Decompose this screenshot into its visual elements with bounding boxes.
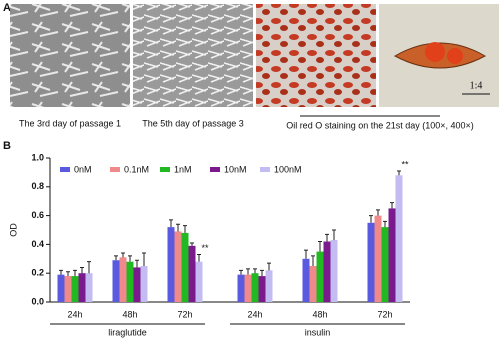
legend-swatch bbox=[210, 167, 220, 172]
legend-label: 1nM bbox=[174, 164, 192, 174]
error-bar bbox=[369, 215, 373, 223]
caption: The 5th day of passage 3 bbox=[142, 118, 244, 128]
error-bar bbox=[311, 255, 315, 266]
panel-label: B bbox=[3, 140, 11, 152]
error-bar bbox=[304, 249, 308, 259]
error-bar bbox=[121, 252, 125, 258]
y-axis-label: OD bbox=[8, 223, 18, 237]
legend-swatch bbox=[260, 167, 270, 172]
bar bbox=[367, 222, 375, 302]
bar bbox=[133, 267, 141, 302]
bar bbox=[395, 175, 403, 302]
bar bbox=[309, 266, 317, 302]
error-bar bbox=[267, 262, 271, 271]
bar bbox=[316, 251, 324, 302]
error-bar bbox=[183, 225, 187, 233]
error-bar bbox=[246, 268, 250, 275]
x-tick-label: 48h bbox=[312, 309, 327, 319]
x-tick-label: 24h bbox=[247, 309, 262, 319]
error-bar bbox=[59, 269, 63, 275]
bar bbox=[237, 274, 245, 302]
bar bbox=[381, 227, 389, 302]
error-bar bbox=[169, 219, 173, 228]
legend-swatch bbox=[160, 167, 170, 172]
error-bar bbox=[383, 220, 387, 228]
error-bar bbox=[128, 255, 132, 262]
error-bar bbox=[239, 269, 243, 275]
lipid-droplet bbox=[447, 48, 463, 64]
y-tick-label: 0.2 bbox=[31, 268, 44, 278]
bar bbox=[64, 276, 72, 302]
bar bbox=[78, 273, 86, 302]
lipid-droplet bbox=[425, 42, 445, 62]
group-label: liraglutide bbox=[108, 327, 147, 337]
error-bar bbox=[332, 229, 336, 241]
bar bbox=[258, 276, 266, 302]
bar bbox=[119, 257, 127, 302]
bar bbox=[323, 241, 331, 302]
y-tick-label: 0.6 bbox=[31, 210, 44, 220]
x-tick-label: 72h bbox=[377, 309, 392, 319]
error-bar bbox=[80, 266, 84, 274]
bar bbox=[174, 231, 182, 302]
error-bar bbox=[87, 261, 91, 274]
y-tick-label: 1.0 bbox=[31, 152, 44, 162]
x-tick-label: 24h bbox=[67, 309, 82, 319]
x-tick-label: 48h bbox=[122, 309, 137, 319]
bar bbox=[188, 245, 196, 302]
bar bbox=[265, 270, 273, 302]
bar bbox=[85, 273, 93, 302]
y-tick-label: 0.8 bbox=[31, 181, 44, 191]
error-bar bbox=[73, 269, 77, 277]
error-bar bbox=[260, 269, 264, 277]
bar bbox=[330, 240, 338, 302]
micrograph bbox=[256, 4, 376, 107]
legend-label: 10nM bbox=[224, 164, 247, 174]
bar bbox=[251, 273, 259, 302]
x-tick-label: 72h bbox=[177, 309, 192, 319]
bar bbox=[112, 260, 120, 302]
bar bbox=[195, 261, 203, 302]
bar bbox=[71, 276, 79, 302]
bar bbox=[167, 227, 175, 302]
y-tick-label: 0.4 bbox=[31, 239, 44, 249]
scale-text: 1:4 bbox=[470, 80, 483, 91]
legend-label: 0nM bbox=[74, 164, 92, 174]
error-bar bbox=[176, 223, 180, 232]
error-bar bbox=[142, 252, 146, 266]
caption: Oil red O staining on the 21st day (100×… bbox=[286, 120, 474, 130]
error-bar bbox=[190, 242, 194, 246]
bar bbox=[302, 258, 310, 302]
bar bbox=[126, 261, 134, 302]
bar bbox=[244, 274, 252, 302]
legend-label: 0.1nM bbox=[124, 164, 149, 174]
caption: The 3rd day of passage 1 bbox=[19, 118, 121, 128]
micrograph bbox=[133, 4, 253, 107]
y-tick-label: 0.0 bbox=[31, 296, 44, 306]
error-bar bbox=[325, 233, 329, 242]
legend-swatch bbox=[110, 167, 120, 172]
error-bar bbox=[253, 268, 257, 274]
error-bar bbox=[376, 209, 380, 216]
bar bbox=[374, 215, 382, 302]
bar bbox=[140, 266, 148, 302]
error-bar bbox=[135, 259, 139, 268]
micrograph bbox=[10, 4, 130, 107]
error-bar bbox=[197, 253, 201, 262]
group-label: insulin bbox=[305, 327, 331, 337]
bar bbox=[57, 274, 65, 302]
error-bar bbox=[114, 255, 118, 261]
error-bar bbox=[390, 202, 394, 209]
significance: ** bbox=[401, 159, 409, 169]
bar bbox=[388, 208, 396, 302]
error-bar bbox=[397, 170, 401, 176]
bar bbox=[181, 232, 189, 302]
legend-swatch bbox=[60, 167, 70, 172]
significance: ** bbox=[201, 243, 209, 253]
error-bar bbox=[318, 241, 322, 252]
error-bar bbox=[66, 271, 70, 277]
panel-label: A bbox=[3, 2, 11, 14]
legend-label: 100nM bbox=[274, 164, 302, 174]
